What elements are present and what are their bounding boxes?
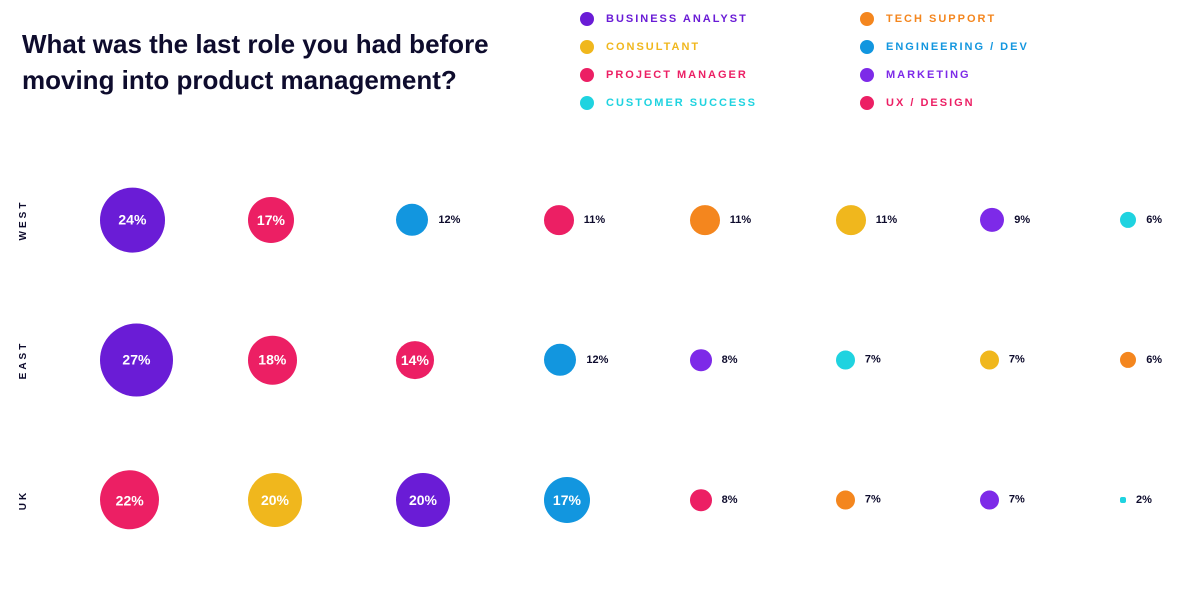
legend-label: CUSTOMER SUCCESS <box>606 97 757 109</box>
legend-item-tech-support: TECH SUPPORT <box>860 12 1120 26</box>
bubble-cell: 17% <box>248 197 294 243</box>
legend-swatch <box>860 12 874 26</box>
bubble: 17% <box>248 197 294 243</box>
bubble: 14% <box>396 341 434 379</box>
bubble-value-label: 11% <box>876 214 897 226</box>
bubble-cell: 11% <box>544 205 605 235</box>
bubble <box>1120 352 1136 368</box>
bubble <box>690 349 712 371</box>
bubble-value-label: 11% <box>730 214 751 226</box>
bubble-cell: 9% <box>980 208 1030 232</box>
bubble: 20% <box>248 473 302 527</box>
bubble: 22% <box>100 470 159 529</box>
bubble: 24% <box>100 188 165 253</box>
bubble-cell: 18% <box>248 336 297 385</box>
row-label: UK <box>18 490 29 510</box>
bubble-value-label: 12% <box>586 354 608 366</box>
bubble-cell: 14% <box>396 341 434 379</box>
bubble-value-label: 8% <box>722 354 738 366</box>
bubble-cell: 7% <box>980 351 1025 370</box>
legend-swatch <box>860 96 874 110</box>
bubble-value-label: 7% <box>1009 494 1025 506</box>
legend-label: BUSINESS ANALYST <box>606 13 748 25</box>
bubble <box>836 351 855 370</box>
bubble-value-label: 8% <box>722 494 738 506</box>
legend-label: CONSULTANT <box>606 41 700 53</box>
bubble-cell: 27% <box>100 324 173 397</box>
bubble-cell: 11% <box>690 205 751 235</box>
bubble-cell: 6% <box>1120 352 1162 368</box>
legend-label: MARKETING <box>886 69 971 81</box>
chart-title: What was the last role you had before mo… <box>22 26 502 99</box>
legend-item-customer-success: CUSTOMER SUCCESS <box>580 96 840 110</box>
bubble <box>836 205 866 235</box>
bubble-cell: 12% <box>544 344 608 376</box>
legend-label: TECH SUPPORT <box>886 13 996 25</box>
bubble-cell: 17% <box>544 477 590 523</box>
bubble-cell: 20% <box>396 473 450 527</box>
legend-item-marketing: MARKETING <box>860 68 1120 82</box>
bubble: 20% <box>396 473 450 527</box>
bubble-value-label: 9% <box>1014 214 1030 226</box>
bubble <box>980 491 999 510</box>
bubble-cell: 7% <box>836 491 881 510</box>
bubble-value-label: 7% <box>865 354 881 366</box>
bubble <box>980 208 1004 232</box>
legend-swatch <box>860 68 874 82</box>
legend-swatch <box>580 96 594 110</box>
bubble-cell: 6% <box>1120 212 1162 228</box>
bubble: 27% <box>100 324 173 397</box>
legend-item-project-manager: PROJECT MANAGER <box>580 68 840 82</box>
bubble <box>836 491 855 510</box>
bubble <box>1120 212 1136 228</box>
chart-row: EAST 27% 18% 14% 12% 8% 7% 7% 6% <box>0 290 1200 430</box>
legend-item-ux-design: UX / DESIGN <box>860 96 1120 110</box>
chart-rows: WEST 24% 17% 12% 11% 11% 11% 9% 6% EAST 27% 18% 14% 1… <box>0 150 1200 570</box>
legend-swatch <box>580 40 594 54</box>
bubble: 18% <box>248 336 297 385</box>
legend-item-engineering: ENGINEERING / DEV <box>860 40 1120 54</box>
chart-row: WEST 24% 17% 12% 11% 11% 11% 9% 6% <box>0 150 1200 290</box>
legend-swatch <box>580 68 594 82</box>
row-label: EAST <box>18 341 29 380</box>
bubble-cell: 11% <box>836 205 897 235</box>
bubble <box>690 489 712 511</box>
bubble <box>544 344 576 376</box>
bubble <box>396 204 428 236</box>
legend-item-business-analyst: BUSINESS ANALYST <box>580 12 840 26</box>
bubble-value-label: 7% <box>1009 354 1025 366</box>
legend-swatch <box>580 12 594 26</box>
bubble-cell: 7% <box>980 491 1025 510</box>
bubble-value-label: 12% <box>438 214 460 226</box>
bubble <box>980 351 999 370</box>
bubble-cell: 8% <box>690 489 738 511</box>
bubble-cell: 24% <box>100 188 165 253</box>
bubble: 17% <box>544 477 590 523</box>
legend-swatch <box>860 40 874 54</box>
legend-label: UX / DESIGN <box>886 97 975 109</box>
bubble <box>690 205 720 235</box>
bubble-cell: 20% <box>248 473 302 527</box>
legend-label: ENGINEERING / DEV <box>886 41 1029 53</box>
bubble-value-label: 11% <box>584 214 605 226</box>
bubble-cell: 22% <box>100 470 159 529</box>
legend: BUSINESS ANALYST TECH SUPPORT CONSULTANT… <box>580 12 1120 110</box>
chart-row: UK 22% 20% 20% 17% 8% 7% 7% 2% <box>0 430 1200 570</box>
bubble-cell: 8% <box>690 349 738 371</box>
row-label: WEST <box>18 200 29 241</box>
bubble-cell: 12% <box>396 204 460 236</box>
bubble-value-label: 6% <box>1146 354 1162 366</box>
bubble <box>544 205 574 235</box>
bubble <box>1120 497 1126 503</box>
chart-canvas: { "meta": { "width": 1200, "height": 589… <box>0 0 1200 589</box>
bubble-value-label: 6% <box>1146 214 1162 226</box>
bubble-cell: 7% <box>836 351 881 370</box>
bubble-value-label: 7% <box>865 494 881 506</box>
legend-label: PROJECT MANAGER <box>606 69 748 81</box>
legend-item-consultant: CONSULTANT <box>580 40 840 54</box>
bubble-cell: 2% <box>1120 494 1152 506</box>
bubble-value-label: 2% <box>1136 494 1152 506</box>
